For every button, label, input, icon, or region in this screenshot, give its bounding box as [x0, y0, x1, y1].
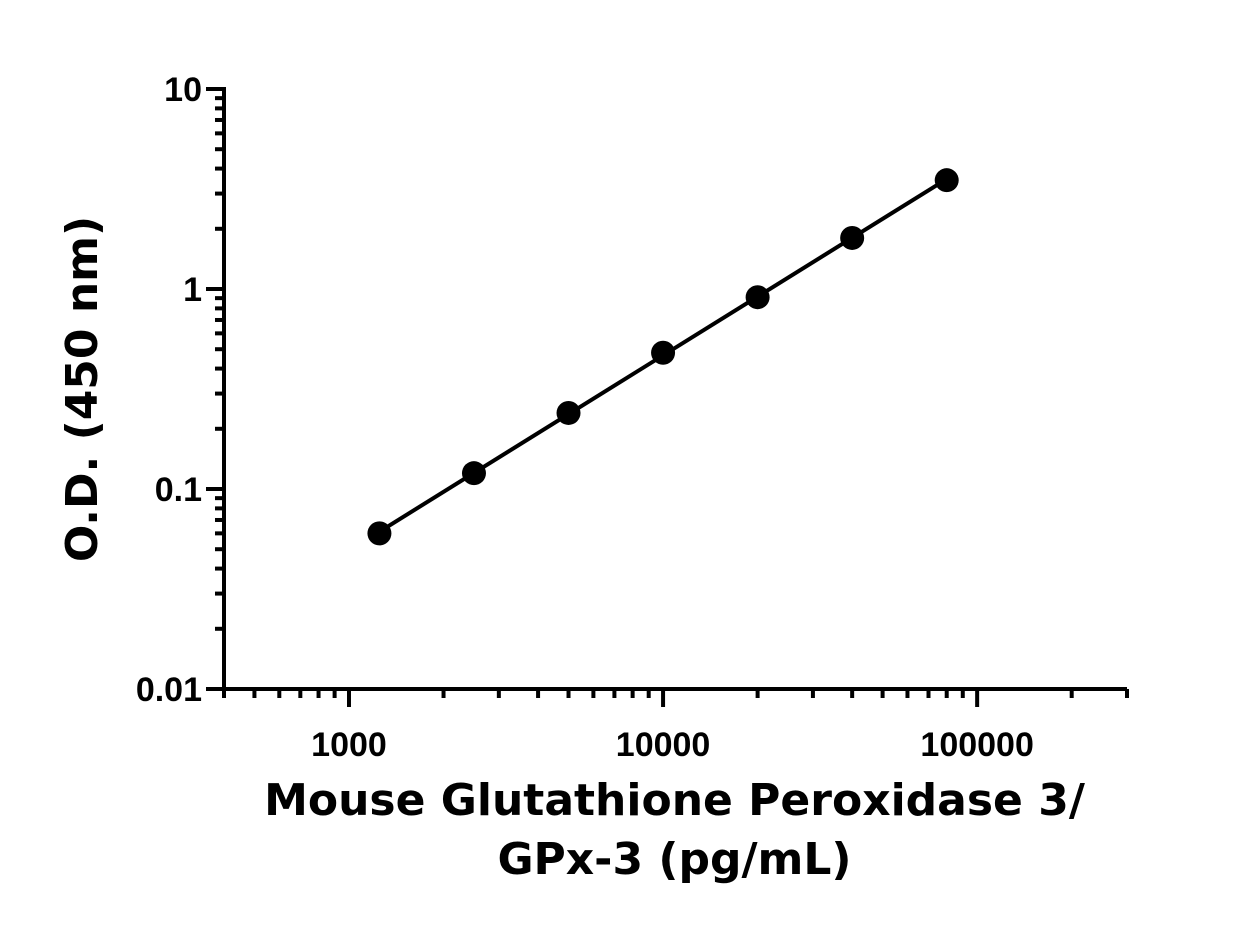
axes	[222, 87, 1127, 691]
y-tick-label: 10	[164, 71, 202, 109]
data-point	[651, 340, 676, 365]
x-axis-title-line-1: Mouse Glutathione Peroxidase 3/	[264, 775, 1086, 826]
y-tick-label: 1	[183, 271, 202, 309]
y-axis-ticks	[206, 87, 224, 691]
y-tick-label: 0.01	[136, 671, 202, 709]
x-axis-title-line-2: GPx-3 (pg/mL)	[497, 834, 851, 885]
x-tick-label: 1000	[311, 726, 387, 764]
x-axis-ticks	[222, 689, 1129, 707]
data-point	[556, 400, 581, 425]
y-axis-title: O.D. (450 nm)	[57, 216, 108, 562]
plot-area	[367, 168, 959, 546]
data-point	[461, 461, 486, 486]
data-point	[367, 521, 392, 546]
x-axis-tick-labels: 1000 10000 100000	[311, 726, 1034, 764]
data-point	[934, 168, 959, 193]
x-tick-label: 100000	[920, 726, 1033, 764]
y-axis-tick-labels: 0.01 0.1 1 10	[136, 71, 202, 709]
y-tick-label: 0.1	[155, 471, 202, 509]
data-point	[840, 225, 865, 250]
x-tick-label: 10000	[616, 726, 711, 764]
data-point	[745, 285, 770, 310]
